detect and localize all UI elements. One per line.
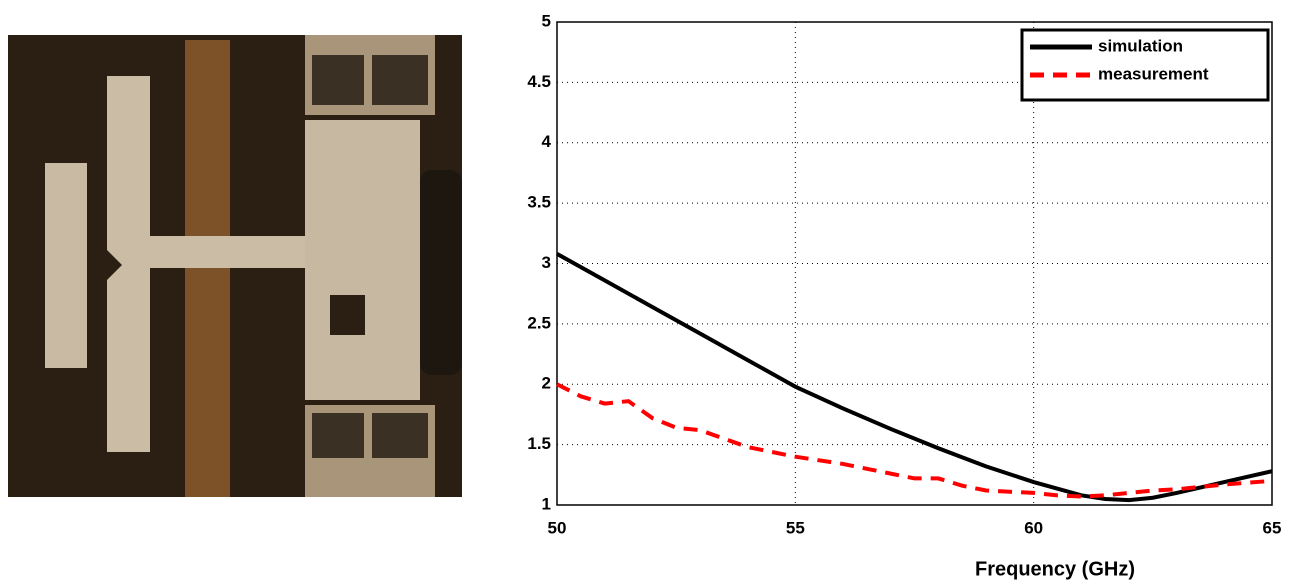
y-tick-label: 4 (542, 132, 552, 151)
x-tick-label: 60 (1024, 518, 1043, 537)
y-tick-label: 5 (542, 11, 551, 30)
y-tick-label: 2.5 (527, 313, 551, 332)
y-tick-label: 1.5 (527, 434, 551, 453)
y-tick-label: 2 (542, 374, 551, 393)
legend-label: simulation (1098, 36, 1183, 55)
series-line (556, 252, 1273, 503)
series-line (556, 382, 1273, 499)
x-tick-label: 50 (548, 518, 567, 537)
x-tick-label: 55 (786, 518, 805, 537)
x-axis-label: Frequency (GHz) (975, 558, 1135, 580)
micrograph (8, 35, 462, 497)
x-tick-label: 65 (1263, 518, 1282, 537)
y-tick-label: 3.5 (527, 193, 551, 212)
legend-label: measurement (1098, 64, 1209, 83)
y-tick-label: 4.5 (527, 72, 551, 91)
y-tick-label: 3 (542, 253, 551, 272)
legend: simulation measurement (1020, 28, 1270, 102)
y-tick-label: 1 (542, 494, 551, 513)
